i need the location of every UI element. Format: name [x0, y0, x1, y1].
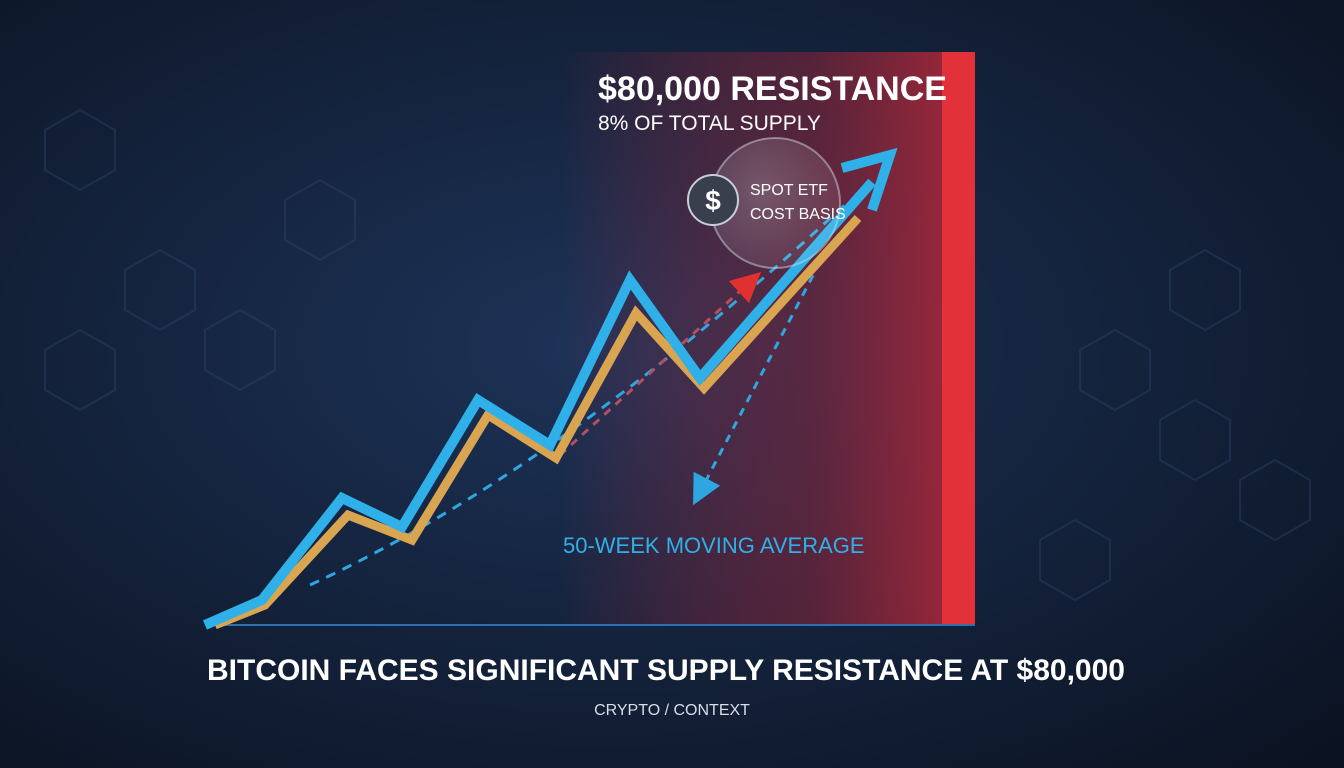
- resistance-bar: [942, 52, 975, 625]
- category: CRYPTO / CONTEXT: [594, 702, 750, 719]
- resistance-title: $80,000 RESISTANCE: [598, 70, 947, 108]
- headline: BITCOIN FACES SIGNIFICANT SUPPLY RESISTA…: [207, 654, 1125, 687]
- blue-arrowhead: [840, 147, 898, 212]
- moving-average-label: 50-WEEK MOVING AVERAGE: [563, 533, 865, 558]
- red-arrow: [558, 271, 762, 457]
- moving-average-curve: [309, 198, 852, 587]
- badge-line: COST BASIS: [750, 206, 846, 223]
- hexagons: [44, 108, 1311, 602]
- blue-line: [202, 178, 876, 630]
- blue-arrow: [693, 261, 822, 506]
- badge-line: SPOT ETF: [750, 182, 828, 199]
- dollar-icon-text: $: [705, 185, 721, 216]
- dollar-icon: [687, 174, 739, 226]
- gold-line: [213, 214, 862, 630]
- resistance-subtitle: 8% OF TOTAL SUPPLY: [598, 112, 821, 135]
